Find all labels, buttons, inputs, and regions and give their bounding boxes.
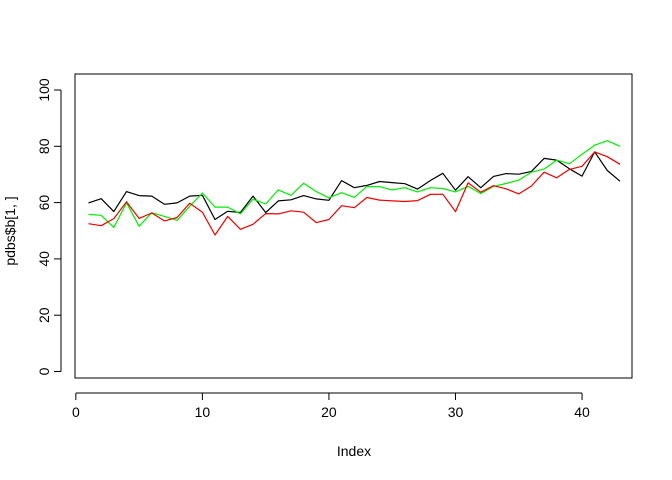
x-tick-label: 30 <box>448 404 464 420</box>
series-line-1 <box>88 151 621 221</box>
y-tick-label: 80 <box>36 138 52 154</box>
y-axis: 0 20 40 60 80 100 <box>36 78 62 375</box>
x-axis: 0 10 20 30 40 <box>72 392 590 420</box>
x-tick-label: 10 <box>195 404 211 420</box>
series-layer <box>88 140 621 236</box>
y-tick-label: 40 <box>36 251 52 267</box>
y-axis-title: pdbs$b[1, ] <box>2 196 18 265</box>
x-tick-label: 0 <box>72 404 80 420</box>
plot-frame <box>74 73 633 379</box>
y-tick-label: 100 <box>36 78 52 102</box>
series-line-3 <box>88 151 621 236</box>
series-line-2 <box>88 140 621 228</box>
y-tick-label: 60 <box>36 195 52 211</box>
x-axis-title: Index <box>337 443 371 459</box>
y-tick-label: 0 <box>36 367 52 375</box>
x-tick-label: 20 <box>321 404 337 420</box>
x-tick-label: 40 <box>574 404 590 420</box>
y-tick-label: 20 <box>36 307 52 323</box>
